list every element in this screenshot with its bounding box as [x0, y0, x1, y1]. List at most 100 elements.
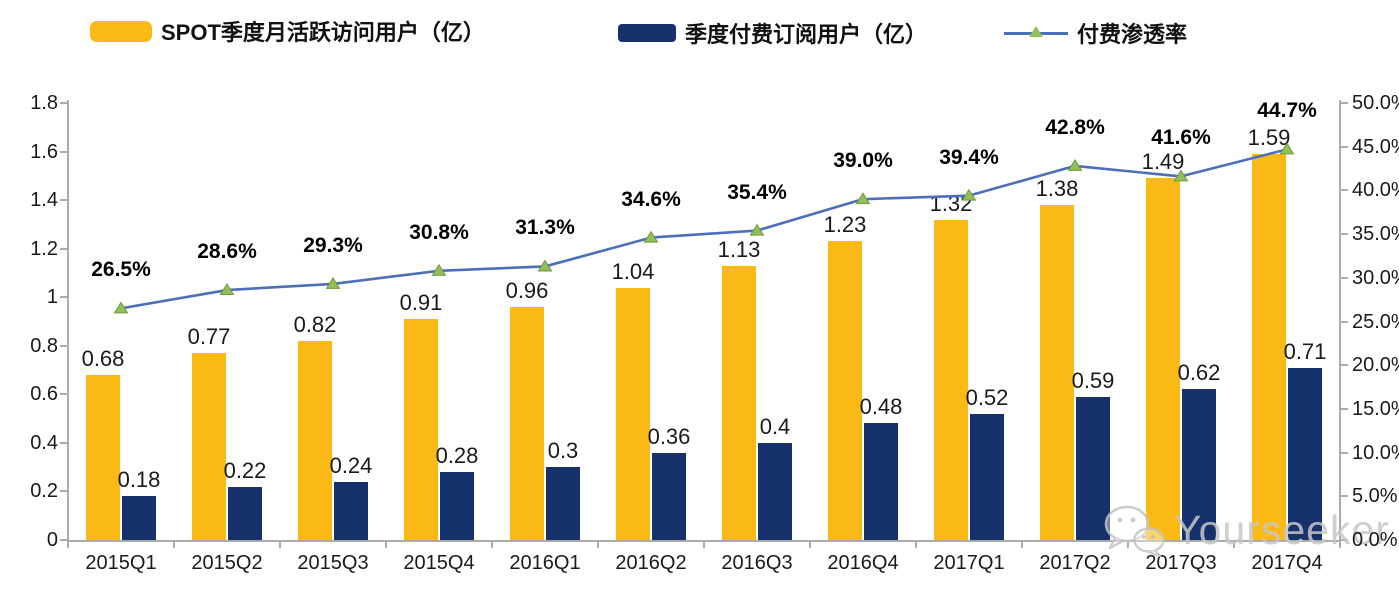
- mau-bar: [510, 306, 544, 540]
- penetration-value-label: 29.3%: [303, 233, 363, 257]
- x-axis-label: 2016Q2: [615, 552, 687, 574]
- legend-item-penetration: 付费渗透率: [1004, 20, 1187, 47]
- mau-bar: [722, 265, 756, 540]
- penetration-point-marker: [219, 283, 235, 296]
- x-axis-label: 2016Q1: [509, 552, 581, 574]
- subscribers-value-label: 0.36: [647, 423, 691, 449]
- mau-value-label: 0.77: [187, 324, 231, 350]
- subscribers-bar: [440, 472, 474, 540]
- left-axis-tick: [60, 102, 68, 104]
- subscribers-value-label: 0.28: [435, 443, 479, 469]
- left-axis-line: [67, 100, 69, 540]
- left-axis-tick: [60, 247, 68, 250]
- penetration-value-label: 30.8%: [409, 220, 469, 244]
- x-axis-tick: [597, 540, 599, 548]
- x-axis-tick: [173, 540, 175, 548]
- subscribers-value-label: 0.59: [1071, 367, 1115, 393]
- left-axis-tick-label: 1.4: [30, 189, 58, 212]
- subscribers-bar: [652, 452, 686, 540]
- watermark-text: Yourseeker: [1174, 506, 1390, 553]
- subscribers-value-label: 0.62: [1177, 360, 1221, 386]
- left-axis-tick: [60, 441, 68, 444]
- penetration-point-marker: [749, 223, 765, 236]
- subscribers-value-label: 0.48: [859, 394, 903, 420]
- left-axis-tick-label: 0: [46, 529, 58, 551]
- subscribers-bar: [758, 442, 792, 540]
- subscribers-value-label: 0.3: [547, 438, 579, 464]
- mau-bar: [192, 353, 226, 540]
- penetration-point-marker: [1279, 142, 1295, 155]
- mau-bar: [1146, 178, 1180, 540]
- penetration-value-label: 39.0%: [833, 149, 893, 173]
- penetration-point-marker: [537, 259, 553, 272]
- wechat-icon: [1104, 505, 1165, 557]
- mau-bar: [828, 241, 862, 540]
- left-axis-tick: [60, 296, 68, 299]
- right-axis-tick: [1340, 276, 1348, 279]
- right-axis-tick-label: 40.0%: [1352, 179, 1399, 202]
- right-axis-tick: [1340, 539, 1348, 541]
- right-axis-tick: [1340, 102, 1348, 104]
- legend-item-subscribers: 季度付费订阅用户（亿）: [618, 20, 927, 47]
- x-axis-tick: [491, 540, 493, 548]
- penetration-value-label: 42.8%: [1045, 115, 1105, 139]
- x-axis-tick: [809, 540, 811, 548]
- subscribers-value-label: 0.4: [759, 413, 791, 439]
- right-axis-tick-label: 5.0%: [1352, 485, 1398, 508]
- subscribers-bar: [864, 423, 898, 540]
- subscribers-bar: [334, 481, 368, 540]
- mau-bar: [934, 219, 968, 540]
- mau-value-label: 0.96: [505, 277, 549, 303]
- penetration-point-marker: [113, 301, 129, 314]
- left-axis-tick-label: 0.2: [30, 480, 58, 503]
- x-axis-tick: [915, 540, 917, 548]
- mau-value-label: 1.59: [1247, 124, 1291, 150]
- left-axis-tick-label: 0.6: [30, 383, 58, 406]
- penetration-point-marker: [431, 263, 447, 276]
- right-axis-tick-label: 45.0%: [1352, 135, 1399, 158]
- penetration-point-marker: [961, 188, 977, 201]
- legend-item-mau: SPOT季度月活跃访问用户（亿）: [90, 18, 485, 45]
- subscribers-bar: [228, 486, 262, 540]
- subscribers-bar: [122, 496, 156, 540]
- penetration-value-label: 34.6%: [621, 187, 681, 211]
- subscribers-value-label: 0.71: [1283, 338, 1327, 364]
- mau-bar: [298, 340, 332, 540]
- right-axis-tick-label: 50.0%: [1352, 92, 1399, 114]
- left-axis-tick-label: 0.8: [30, 334, 58, 357]
- mau-value-label: 1.04: [611, 258, 655, 284]
- watermark: Yourseeker: [1102, 503, 1390, 557]
- right-axis-tick-label: 20.0%: [1352, 354, 1399, 377]
- legend-label-mau: SPOT季度月活跃访问用户（亿）: [161, 20, 485, 45]
- left-axis-tick: [60, 150, 68, 153]
- mau-value-label: 1.38: [1035, 175, 1079, 201]
- x-axis-label: 2015Q1: [85, 552, 157, 574]
- x-axis-tick: [1021, 540, 1023, 548]
- subscribers-bar: [1288, 367, 1322, 540]
- x-axis-tick: [1233, 540, 1235, 548]
- penetration-value-label: 31.3%: [515, 216, 575, 240]
- penetration-value-label: 28.6%: [197, 240, 257, 264]
- mau-bar: [404, 319, 438, 540]
- right-axis-tick: [1340, 145, 1348, 148]
- left-axis-tick-label: 1.8: [30, 92, 58, 114]
- legend-swatch-subscribers: [618, 24, 676, 42]
- subscribers-value-label: 0.22: [223, 457, 267, 483]
- right-axis-tick-label: 0.0%: [1352, 529, 1398, 551]
- left-axis-tick: [60, 539, 68, 541]
- left-axis-tick: [60, 344, 68, 347]
- subscribers-bar: [546, 467, 580, 540]
- penetration-value-label: 41.6%: [1151, 126, 1211, 150]
- x-axis-label: 2017Q4: [1251, 552, 1323, 574]
- x-axis-tick: [703, 540, 705, 548]
- left-axis-tick: [60, 490, 68, 493]
- right-axis-tick-label: 25.0%: [1352, 310, 1399, 333]
- subscribers-value-label: 0.24: [329, 452, 373, 478]
- x-axis-label: 2015Q3: [297, 552, 369, 574]
- right-axis-tick: [1340, 233, 1348, 236]
- penetration-point-marker: [325, 276, 341, 289]
- penetration-line: [120, 148, 1288, 310]
